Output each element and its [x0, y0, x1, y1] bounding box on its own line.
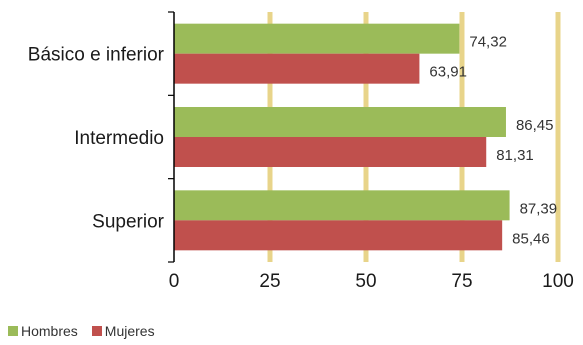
x-tick-label-25: 25: [259, 271, 280, 292]
bar-hombres-0: [174, 23, 460, 54]
legend-label-hombres: Hombres: [21, 323, 78, 339]
category-label-2: Superior: [92, 211, 164, 232]
legend-item-hombres: Hombres: [8, 323, 78, 339]
legend-label-mujeres: Mujeres: [104, 323, 155, 339]
bar-hombres-2: [174, 190, 510, 221]
data-label-mujeres-0: 63,91: [429, 64, 467, 81]
data-label-hombres-0: 74,32: [469, 34, 507, 51]
data-label-mujeres-2: 85,46: [512, 230, 550, 247]
x-tick-label-75: 75: [451, 271, 472, 292]
legend: Hombres Mujeres: [8, 323, 155, 339]
legend-swatch-mujeres: [91, 326, 102, 336]
data-label-hombres-1: 86,45: [516, 117, 554, 134]
x-tick-label-50: 50: [355, 271, 376, 292]
x-tick-label-0: 0: [169, 271, 180, 292]
x-tick-label-100: 100: [542, 271, 574, 292]
data-label-mujeres-1: 81,31: [496, 147, 534, 164]
bar-hombres-1: [174, 107, 506, 137]
category-label-1: Intermedio: [74, 128, 164, 149]
bar-mujeres-2: [174, 220, 503, 251]
legend-item-mujeres: Mujeres: [91, 323, 155, 339]
bar-mujeres-1: [174, 137, 487, 167]
legend-swatch-hombres: [8, 326, 18, 336]
bar-mujeres-0: [174, 53, 420, 84]
category-label-0: Básico e inferior: [28, 45, 165, 66]
data-label-hombres-2: 87,39: [520, 200, 558, 217]
